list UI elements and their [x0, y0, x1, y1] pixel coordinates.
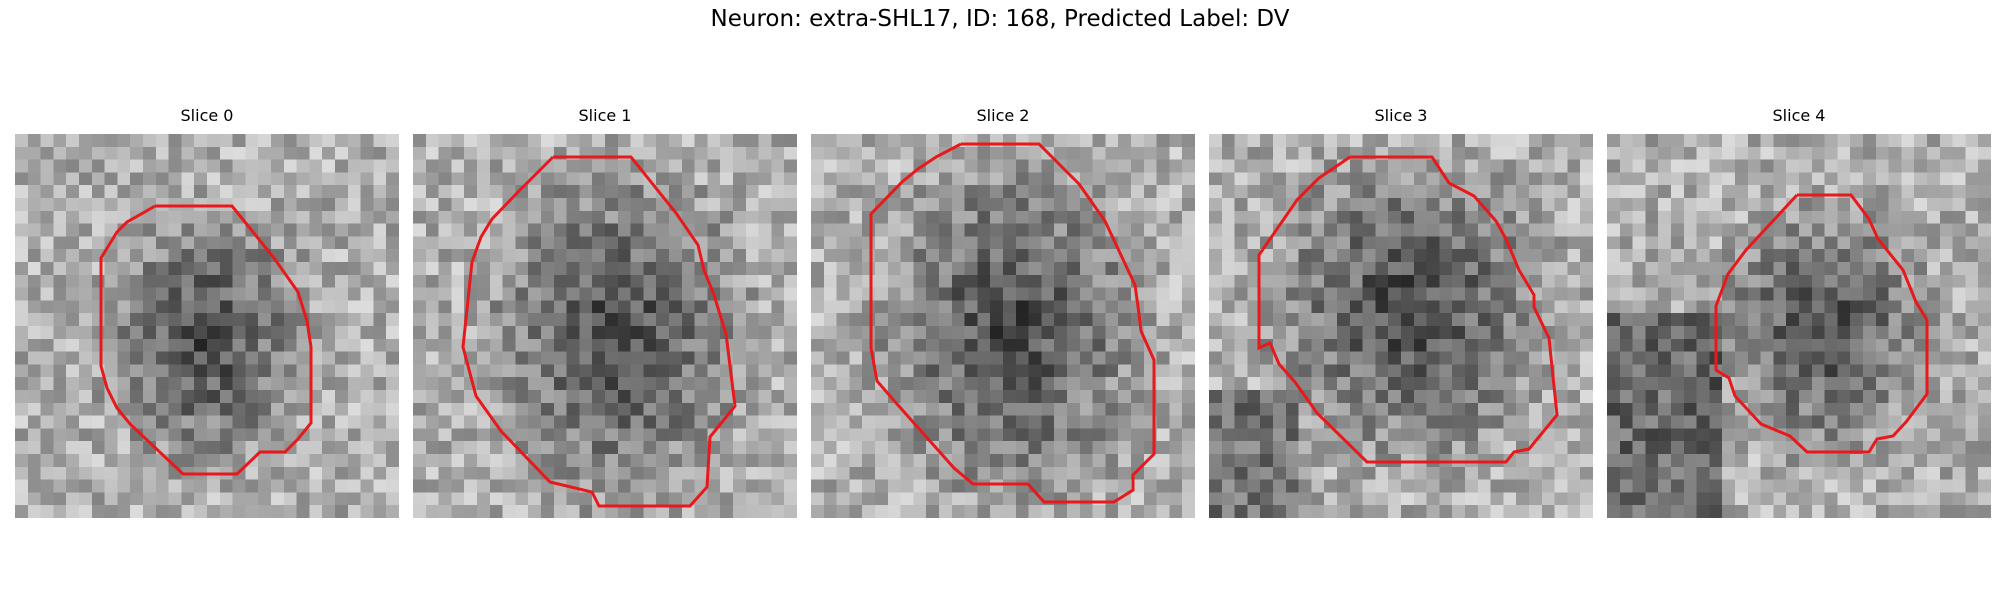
slice-panel-2: Slice 2 — [811, 106, 1195, 518]
slice-image-2 — [811, 134, 1195, 518]
slice-panel-1: Slice 1 — [413, 106, 797, 518]
slice-image-4 — [1607, 134, 1991, 518]
slice-panel-3: Slice 3 — [1209, 106, 1593, 518]
slice-panel-4: Slice 4 — [1607, 106, 1991, 518]
roi-contour-2 — [869, 142, 1156, 504]
roi-contour-4 — [1714, 193, 1929, 454]
slice-title-3: Slice 3 — [1374, 106, 1428, 125]
figure-title: Neuron: extra-SHL17, ID: 168, Predicted … — [710, 6, 1290, 32]
slice-panel-0: Slice 0 — [15, 106, 399, 518]
slice-image-0 — [15, 134, 399, 518]
slice-image-3 — [1209, 134, 1593, 518]
roi-contour-0 — [99, 204, 313, 476]
slice-image-1 — [413, 134, 797, 518]
roi-contour-3 — [1257, 155, 1559, 464]
slice-title-4: Slice 4 — [1772, 106, 1826, 125]
slice-title-2: Slice 2 — [976, 106, 1030, 125]
slice-title-1: Slice 1 — [578, 106, 632, 125]
slice-title-0: Slice 0 — [180, 106, 234, 125]
roi-contour-1 — [461, 155, 737, 508]
